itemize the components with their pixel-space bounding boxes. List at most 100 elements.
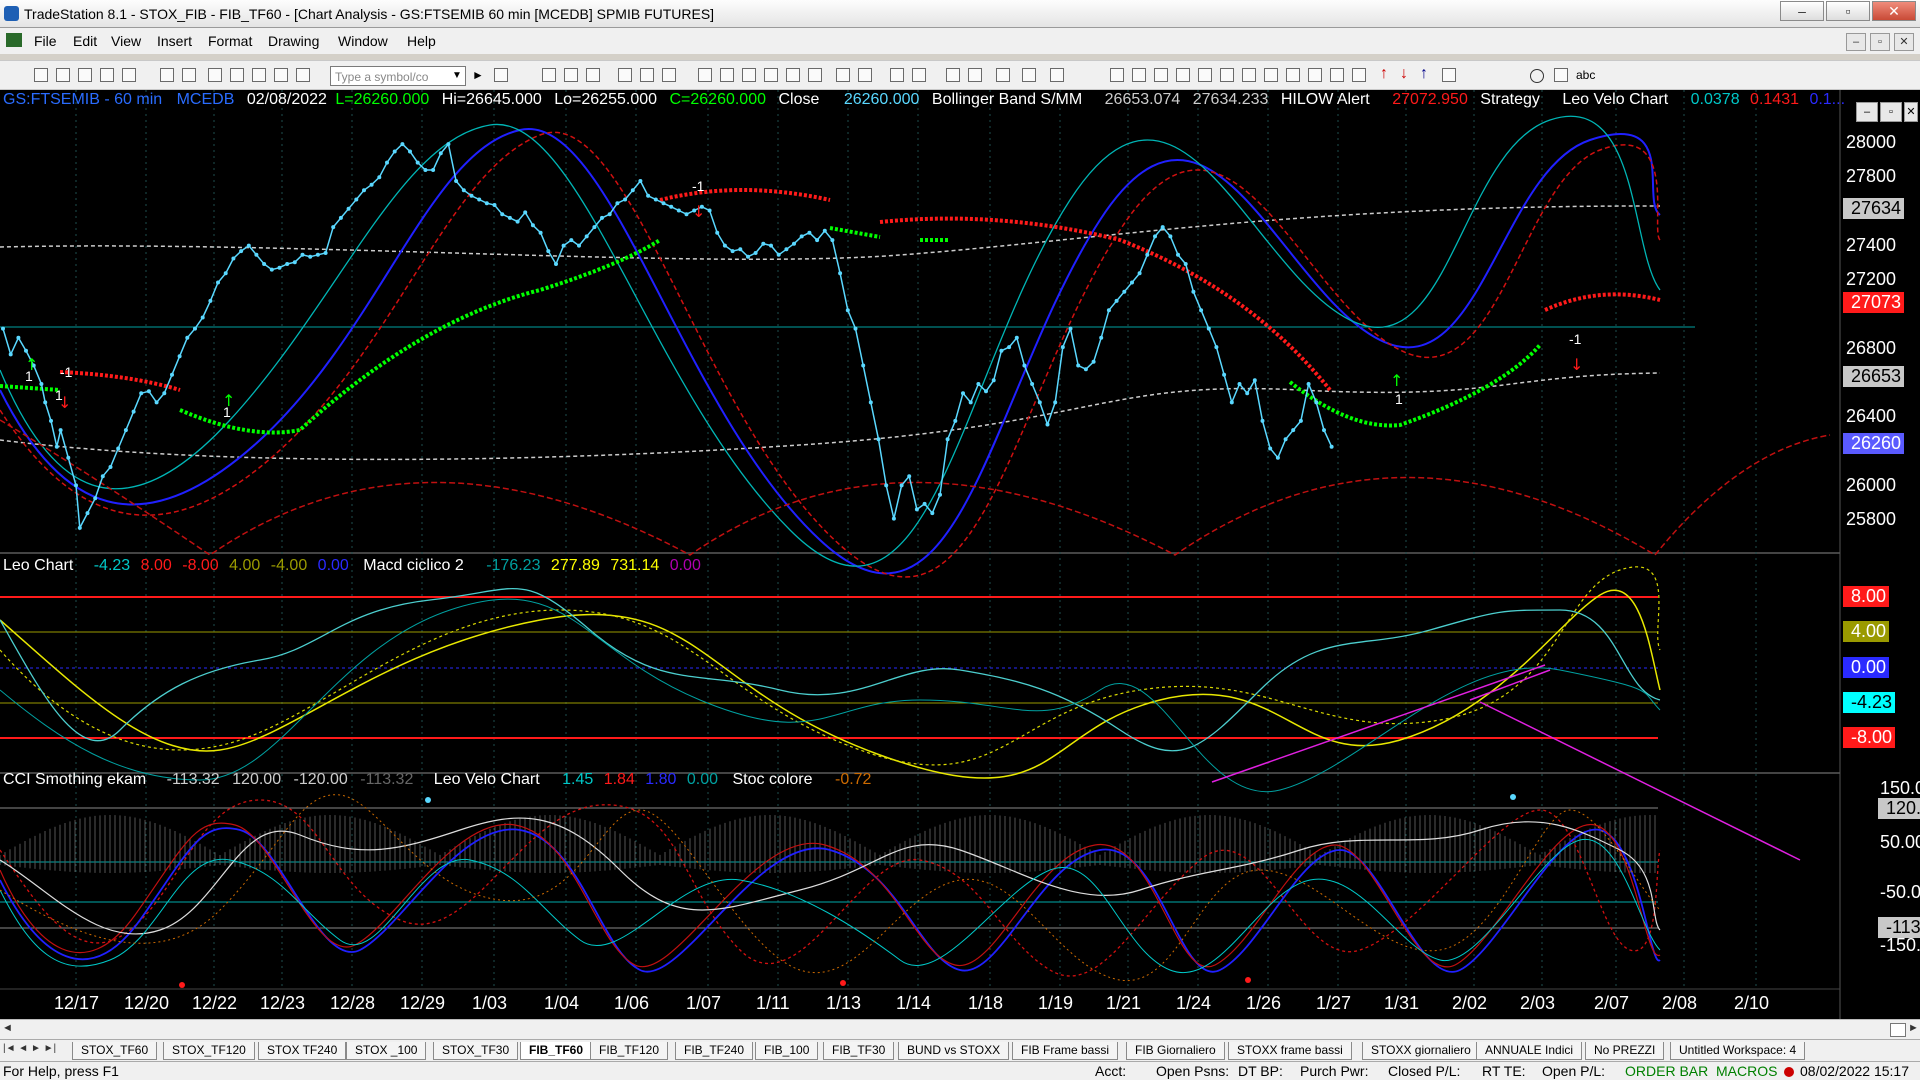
pointer-icon[interactable] [946, 68, 960, 82]
play-icon[interactable]: ► [472, 68, 484, 82]
menu-file[interactable]: File [34, 33, 57, 49]
chart-analysis-icon[interactable] [542, 68, 556, 82]
bar-spacing-icon[interactable] [836, 68, 850, 82]
new-icon[interactable] [34, 68, 48, 82]
menu-help[interactable]: Help [407, 33, 436, 49]
print-icon[interactable] [182, 68, 196, 82]
menu-drawing[interactable]: Drawing [268, 33, 320, 49]
format-icon[interactable] [662, 68, 676, 82]
cut-icon[interactable] [208, 68, 222, 82]
pane-close-button[interactable]: ✕ [1904, 102, 1918, 122]
menu-format[interactable]: Format [208, 33, 253, 49]
up-arrow-icon[interactable]: ↑ [1380, 65, 1388, 82]
save-all-icon[interactable] [122, 68, 136, 82]
pane-minimize-button[interactable]: – [1856, 102, 1878, 122]
andrews-icon[interactable] [1264, 68, 1278, 82]
tab-fib-tf60[interactable]: FIB_TF60 [520, 1042, 593, 1060]
tab-bund-vs-stoxx[interactable]: BUND vs STOXX [898, 1042, 1010, 1060]
tab-stox-tf30[interactable]: STOX_TF30 [433, 1042, 519, 1060]
tab-stox-tf240[interactable]: STOX TF240 [258, 1042, 347, 1060]
down-arrow-icon[interactable]: ↓ [1400, 65, 1408, 82]
workspace-icon[interactable] [78, 68, 92, 82]
tab-stox-tf120[interactable]: STOX_TF120 [163, 1042, 255, 1060]
arc-shape-icon[interactable] [1442, 68, 1456, 82]
tab-no-prezzi[interactable]: No PREZZI [1585, 1042, 1665, 1060]
pane-restore-button[interactable]: ▫ [1880, 102, 1902, 122]
tab-fib-tf120[interactable]: FIB_TF120 [590, 1042, 669, 1060]
strategy-icon[interactable] [640, 68, 654, 82]
select-icon[interactable] [968, 68, 982, 82]
scroll-left-icon[interactable]: ◄ [2, 1022, 13, 1034]
minimize-button[interactable]: – [1780, 1, 1824, 21]
menu-window[interactable]: Window [338, 33, 388, 49]
tab-annuale-indici[interactable]: ANNUALE Indici [1476, 1042, 1583, 1060]
speedline-icon[interactable] [1242, 68, 1256, 82]
maximize-button[interactable]: ▫ [1826, 1, 1870, 21]
paste-icon[interactable] [274, 68, 288, 82]
fib-icon[interactable] [1176, 68, 1190, 82]
channel-icon[interactable] [1198, 68, 1212, 82]
scroll-icon[interactable] [858, 68, 872, 82]
pencil-icon[interactable] [1352, 68, 1366, 82]
tab-fib-100[interactable]: FIB_100 [755, 1042, 819, 1060]
regression-icon[interactable] [1308, 68, 1322, 82]
trendline-icon[interactable] [1110, 68, 1124, 82]
menu-view[interactable]: View [111, 33, 142, 49]
tab-stox-100[interactable]: STOX _100 [346, 1042, 427, 1060]
tab-stoxx-frame-bassi[interactable]: STOXX frame bassi [1228, 1042, 1352, 1060]
scroll-right-icon[interactable]: ► [1908, 1022, 1919, 1034]
horizontal-scrollbar[interactable]: ◄ ► [0, 1019, 1920, 1039]
hline-icon[interactable] [1132, 68, 1146, 82]
lock-icon[interactable] [252, 68, 266, 82]
tab-nav-icons[interactable]: |◄ ◄ ► ►| [3, 1043, 57, 1054]
bar-interval-icon[interactable] [764, 68, 778, 82]
scroll-thumb[interactable] [1890, 1023, 1906, 1037]
tab-fib-tf240[interactable]: FIB_TF240 [675, 1042, 754, 1060]
status-macros[interactable]: MACROS [1716, 1063, 1778, 1079]
status-order-bar[interactable]: ORDER BAR [1625, 1063, 1709, 1079]
zoom-in-icon[interactable] [890, 68, 904, 82]
tools-icon[interactable] [996, 68, 1010, 82]
grid-icon[interactable] [1050, 68, 1064, 82]
symbol-lookup-icon[interactable] [494, 68, 508, 82]
close-button[interactable]: ✕ [1872, 1, 1916, 21]
macro-icon[interactable] [296, 68, 310, 82]
text-tool-icon[interactable]: abc [1576, 68, 1596, 82]
arrow-up-blue-icon[interactable]: ↑ [1420, 65, 1428, 82]
quadrant-icon[interactable] [1286, 68, 1300, 82]
scanner-icon[interactable] [720, 68, 734, 82]
chart-area[interactable]: ↑ ↓ ↑ ↓ ↑ ↓ GS:FTSEMIB - 60 min MCEDB [0, 90, 1920, 1019]
gann-icon[interactable] [1220, 68, 1234, 82]
title-bar: TradeStation 8.1 - STOX_FIB - FIB_TF60 -… [0, 0, 1920, 28]
mdi-restore-button[interactable]: ▫ [1870, 33, 1890, 51]
indicator-icon[interactable] [618, 68, 632, 82]
save-icon[interactable] [100, 68, 114, 82]
order-icon[interactable] [742, 68, 756, 82]
data-window-icon[interactable] [786, 68, 800, 82]
arc-icon[interactable] [1330, 68, 1344, 82]
matrix-icon[interactable] [586, 68, 600, 82]
tab-stox-tf60[interactable]: STOX_TF60 [72, 1042, 158, 1060]
tab-untitled-workspace-4[interactable]: Untitled Workspace: 4 [1670, 1042, 1806, 1060]
vline-icon[interactable] [1154, 68, 1168, 82]
menu-edit[interactable]: Edit [73, 33, 98, 49]
ellipse-icon[interactable] [1530, 69, 1544, 83]
zoom-out-icon[interactable] [912, 68, 926, 82]
tab-fib-frame-bassi[interactable]: FIB Frame bassi [1012, 1042, 1119, 1060]
symbol-input[interactable]: Type a symbol/co [330, 66, 466, 86]
mdi-close-button[interactable]: ✕ [1894, 33, 1914, 51]
tab-fib-tf30[interactable]: FIB_TF30 [823, 1042, 895, 1060]
alert-icon[interactable] [698, 68, 712, 82]
session-icon[interactable] [808, 68, 822, 82]
copy-icon[interactable] [230, 68, 244, 82]
data-icon[interactable] [1022, 68, 1036, 82]
tab-fib-giornaliero[interactable]: FIB Giornaliero [1126, 1042, 1225, 1060]
radar-screen-icon[interactable] [564, 68, 578, 82]
menu-insert[interactable]: Insert [157, 33, 193, 49]
open-icon[interactable] [56, 68, 70, 82]
chevron-down-icon[interactable]: ▼ [452, 70, 462, 81]
mdi-minimize-button[interactable]: – [1846, 33, 1866, 51]
tab-stoxx-giornaliero[interactable]: STOXX giornaliero [1362, 1042, 1480, 1060]
rectangle-icon[interactable] [1554, 68, 1568, 82]
print-preview-icon[interactable] [160, 68, 174, 82]
